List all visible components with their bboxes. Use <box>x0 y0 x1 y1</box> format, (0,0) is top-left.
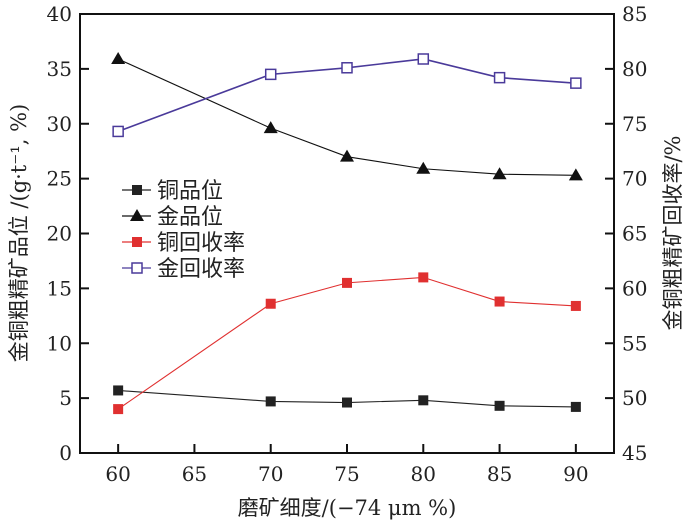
data-point <box>493 71 506 84</box>
data-point <box>264 68 277 81</box>
data-point <box>416 161 431 174</box>
y2-tick-label: 65 <box>622 222 647 246</box>
legend-marker <box>132 237 142 247</box>
y-tick-label: 20 <box>47 222 72 246</box>
data-point <box>418 395 429 406</box>
series-line-0 <box>118 389 576 408</box>
data-point <box>340 149 354 162</box>
y2-tick-label: 45 <box>622 441 647 465</box>
series-line-2 <box>117 276 576 410</box>
data-point <box>418 272 429 283</box>
x-tick-label: 60 <box>105 462 130 486</box>
y2-tick-label: 85 <box>622 2 647 26</box>
y-tick-label: 25 <box>47 167 72 191</box>
data-point <box>492 167 507 180</box>
series-line-1 <box>117 58 576 176</box>
data-point <box>342 397 352 408</box>
y2-tick-label: 70 <box>622 167 647 191</box>
x-tick-label: 90 <box>563 462 588 486</box>
legend-marker <box>130 209 144 221</box>
x-tick-label: 85 <box>487 462 512 486</box>
x-tick-label: 80 <box>411 462 436 486</box>
legend-marker <box>131 262 143 274</box>
y2-axis-label: 金铜粗精矿回收率/% <box>661 135 685 330</box>
y-axis-label: 金铜粗精矿品位 /(g·t⁻¹, %) <box>7 104 31 363</box>
y2-tick-label: 80 <box>622 57 647 81</box>
y2-tick-label: 50 <box>622 386 647 410</box>
x-tick-label: 65 <box>182 462 207 486</box>
y2-tick-label: 75 <box>622 112 647 136</box>
data-point <box>265 298 276 309</box>
data-point <box>111 51 126 64</box>
data-point <box>570 401 581 412</box>
x-tick-label: 75 <box>334 462 359 486</box>
data-point <box>342 277 352 288</box>
series-line-3 <box>117 58 576 133</box>
y-tick-label: 10 <box>47 331 72 355</box>
data-point <box>570 300 581 311</box>
data-point <box>113 404 124 415</box>
data-point <box>417 53 430 65</box>
y-tick-label: 40 <box>47 2 72 26</box>
legend-label: 铜品位 <box>157 179 223 204</box>
data-point <box>341 62 353 74</box>
legend-label: 金品位 <box>157 205 223 230</box>
legend-label: 金回收率 <box>157 257 245 282</box>
y-tick-label: 15 <box>47 276 72 300</box>
data-point <box>265 396 276 407</box>
y-tick-label: 0 <box>59 441 72 465</box>
data-point <box>113 385 124 396</box>
data-point <box>494 296 505 307</box>
y-tick-label: 5 <box>59 386 72 410</box>
legend-marker <box>132 185 142 195</box>
y-tick-label: 30 <box>47 112 72 136</box>
data-point <box>112 125 124 138</box>
data-point <box>263 121 278 134</box>
x-axis-label: 磨矿细度/(−74 μm %) <box>238 496 457 520</box>
data-point <box>568 168 583 181</box>
y2-tick-label: 60 <box>622 276 647 300</box>
y2-tick-label: 55 <box>622 331 647 355</box>
data-point <box>570 77 582 89</box>
legend-label: 铜回收率 <box>157 231 245 256</box>
y-tick-label: 35 <box>47 57 72 81</box>
x-tick-label: 70 <box>258 462 283 486</box>
data-point <box>494 400 505 411</box>
